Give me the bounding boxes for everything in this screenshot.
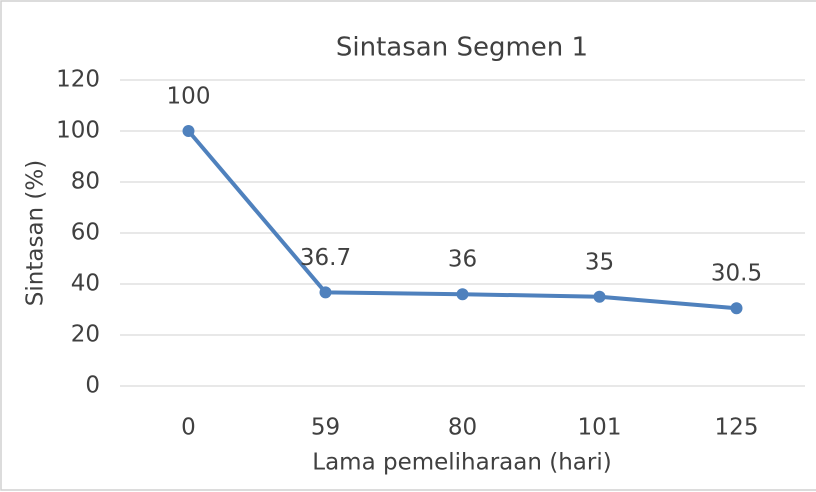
data-point bbox=[319, 286, 332, 299]
data-label: 36.7 bbox=[300, 245, 351, 271]
y-tick-label: 120 bbox=[56, 67, 100, 93]
y-tick-label: 0 bbox=[85, 373, 100, 399]
y-axis-label: Sintasan (%) bbox=[23, 160, 49, 306]
y-tick-label: 60 bbox=[71, 220, 100, 246]
data-point bbox=[593, 290, 606, 303]
x-tick-label: 0 bbox=[181, 415, 196, 441]
data-label: 30.5 bbox=[711, 261, 762, 287]
y-tick-label: 40 bbox=[71, 271, 100, 297]
data-point bbox=[456, 288, 469, 301]
data-point bbox=[730, 302, 743, 315]
data-label: 35 bbox=[585, 249, 614, 275]
data-label: 100 bbox=[167, 84, 211, 110]
chart-title: Sintasan Segmen 1 bbox=[336, 33, 588, 63]
data-point bbox=[182, 125, 195, 137]
x-tick-label: 101 bbox=[578, 415, 622, 441]
x-tick-label: 80 bbox=[448, 415, 477, 441]
y-tick-label: 100 bbox=[56, 118, 100, 144]
y-tick-label: 80 bbox=[71, 169, 100, 195]
y-tick-label: 20 bbox=[71, 322, 100, 348]
data-label: 36 bbox=[448, 247, 477, 273]
x-axis-label: Lama pemeliharaan (hari) bbox=[312, 450, 611, 476]
x-tick-label: 125 bbox=[715, 415, 759, 441]
x-tick-label: 59 bbox=[311, 415, 340, 441]
